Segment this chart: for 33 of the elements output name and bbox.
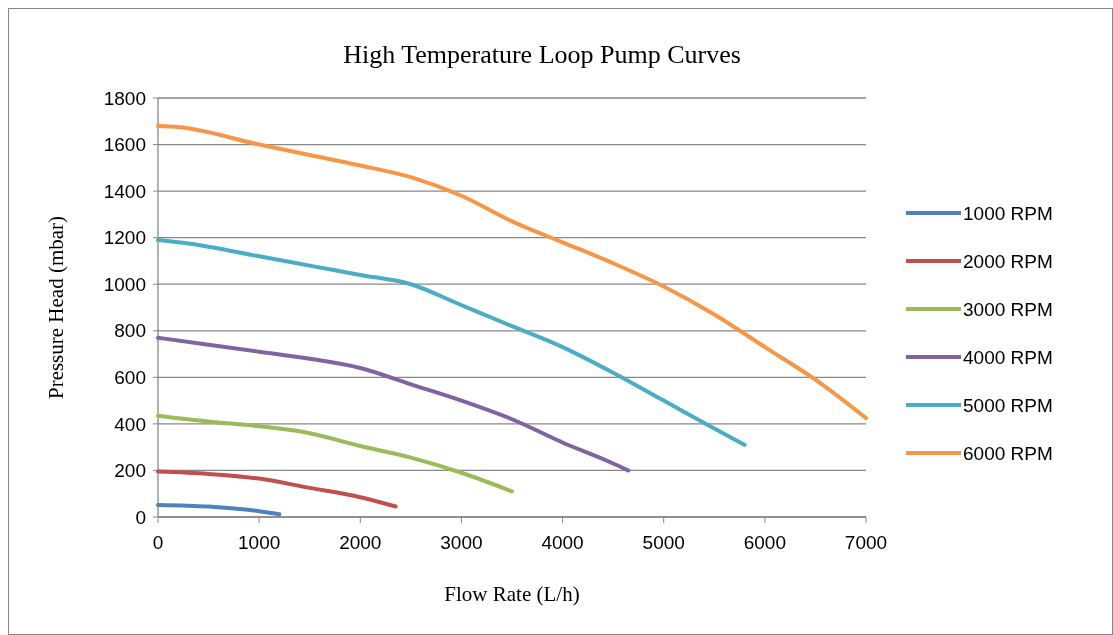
legend-label: 6000 RPM [963,442,1053,464]
chart-title: High Temperature Loop Pump Curves [343,40,741,69]
x-tick-label: 6000 [743,532,786,553]
y-tick-label: 800 [114,320,146,342]
x-tick-label: 0 [152,532,164,553]
legend-label: 4000 RPM [963,346,1053,368]
y-tick-label: 1000 [103,273,146,295]
y-axis-title: Pressure Head (mbar) [44,215,68,400]
y-tick-label: 1400 [103,180,146,202]
y-tick-label: 200 [114,460,146,482]
legend-label: 3000 RPM [963,298,1053,320]
y-tick-label: 0 [135,506,146,528]
x-tick-label: 1000 [238,532,281,553]
y-tick-label: 1200 [103,227,146,249]
legend-label: 1000 RPM [963,202,1053,224]
x-tick-label: 5000 [642,532,685,553]
x-tick-label: 2000 [339,532,382,553]
y-tick-label: 400 [114,413,146,435]
legend-label: 5000 RPM [963,394,1053,416]
x-tick-label: 7000 [844,532,888,553]
y-tick-label: 600 [114,366,146,388]
y-tick-label: 1800 [103,87,146,109]
x-tick-label: 4000 [541,532,584,553]
line-series [156,502,282,517]
line-series [156,123,868,421]
legend-label: 2000 RPM [963,250,1053,272]
line-series [156,335,631,473]
x-tick-label: 3000 [440,532,483,553]
line-series [156,469,398,509]
x-axis-title: Flow Rate (L/h) [444,582,580,606]
y-tick-label: 1600 [103,134,146,156]
line-series [156,237,747,447]
line-series [156,413,514,494]
